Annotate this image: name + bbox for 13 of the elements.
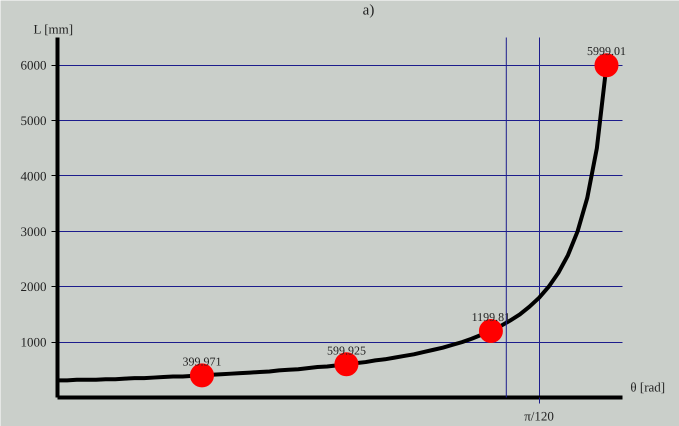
y-tick-label: 3000 (20, 224, 46, 239)
y-tick-label: 6000 (20, 58, 46, 73)
y-tick-label: 2000 (20, 279, 46, 294)
x-tick-label: π/120 (524, 408, 554, 424)
data-label: 399.971 (182, 354, 222, 368)
x-axis-title: θ [rad] (630, 380, 666, 394)
y-tick-label: 4000 (20, 168, 46, 184)
y-tick-label: 5000 (20, 113, 46, 128)
y-axis-title: L [mm] (34, 22, 74, 36)
data-label: 599.925 (326, 343, 366, 358)
y-tick-label: 1000 (20, 334, 46, 350)
data-label: 5999.01 (586, 44, 626, 58)
chart-title: a) (362, 2, 374, 18)
